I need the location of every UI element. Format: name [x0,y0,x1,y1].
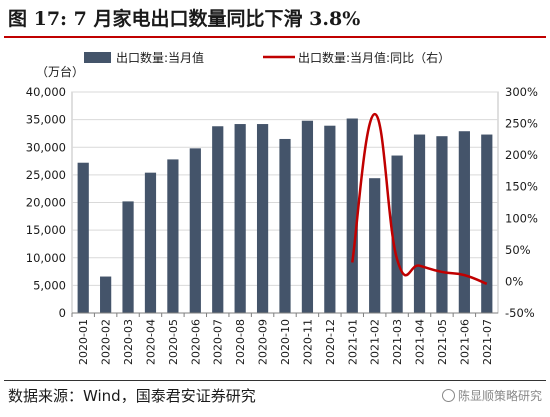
x-axis-tick-label: 2020-12 [324,319,337,365]
right-axis-tick-label: 150% [505,180,538,194]
line-series [351,112,488,285]
x-axis-ticks: 2020-01 2020-02 2020-03 2020-04 2020-05 2020-… [71,312,498,365]
right-axis-tick-label: 50% [505,243,531,257]
x-axis-tick-label: 2021-05 [436,319,449,365]
right-axis-tick-label: 0% [505,274,523,288]
bar [122,201,134,313]
bar [413,134,426,313]
left-axis-tick-label: 0 [59,306,66,320]
bar [212,126,224,313]
left-axis-tick-label: 40,000 [26,85,66,99]
right-axis-tick-label: 250% [505,117,538,131]
x-axis-tick-label: 2020-01 [77,319,90,365]
export-volume-chart: 0 5,000 10,000 15,000 20,000 25,000 30,000 35,0… [26,50,538,365]
legend-bar-label: 出口数量:当月值 [116,50,204,65]
legend: 出口数量:当月值 出口数量:当月值:同比（右） [84,50,450,65]
left-axis-ticks: 0 5,000 10,000 15,000 20,000 25,000 30,000 35,0… [26,85,66,320]
bar [391,155,403,313]
x-axis-tick-label: 2020-11 [301,319,314,365]
x-axis-tick-label: 2020-03 [122,319,135,365]
bar [301,120,314,313]
right-axis-tick-label: 300% [505,85,538,99]
x-axis-tick-label: 2020-10 [279,319,292,365]
x-axis-tick-label: 2021-06 [458,319,471,365]
left-axis-unit-label: （万台） [36,64,84,79]
left-axis-tick-label: 35,000 [26,113,66,127]
bar [234,124,246,313]
x-axis-tick-label: 2020-04 [144,319,157,365]
watermark: 陈显顺策略研究 [441,387,542,404]
left-axis-tick-label: 30,000 [26,140,66,154]
left-axis-tick-label: 5,000 [33,278,66,292]
bar [436,136,448,313]
right-axis-tick-label: 100% [505,211,538,225]
right-axis-tick-label: 200% [505,148,538,162]
left-axis-tick-label: 15,000 [26,223,66,237]
x-axis-tick-label: 2021-03 [391,319,404,365]
bar [144,172,157,313]
source-divider [4,380,546,381]
x-axis-tick-label: 2021-07 [481,319,494,365]
x-axis-tick-label: 2021-02 [369,319,382,365]
bar [167,159,179,313]
bar [481,134,493,313]
title-divider [4,36,546,38]
bar [256,124,269,313]
x-axis-tick-label: 2021-01 [346,319,359,365]
x-axis-tick-label: 2021-04 [414,319,427,365]
bar [189,148,201,313]
bar [346,118,358,314]
x-axis-tick-label: 2020-06 [189,319,202,365]
legend-bar-swatch [84,52,111,63]
bar [100,276,112,313]
left-axis-tick-label: 20,000 [26,196,66,210]
source-note: 数据来源：Wind，国泰君安证券研究 [8,387,256,405]
bar [279,138,291,313]
x-axis-tick-label: 2020-02 [100,319,113,365]
bar [324,125,336,313]
left-axis-tick-label: 10,000 [26,251,66,265]
bar [458,131,470,313]
figure-title: 图 17: 7 月家电出口数量同比下滑 3.8% [8,8,361,30]
bar-series [77,118,493,314]
right-axis-tick-label: -50% [505,306,535,320]
left-axis-tick-label: 25,000 [26,168,66,182]
watermark-text: 陈显顺策略研究 [457,389,542,403]
wechat-icon [441,389,455,402]
x-axis-tick-label: 2020-09 [257,319,270,365]
bar [369,178,381,313]
x-axis-tick-label: 2020-07 [212,319,225,365]
yoy-line [351,112,488,285]
right-axis-ticks: -50% 0% 50% 100% 150% 200% 250% 300% [505,85,538,320]
x-axis-tick-label: 2020-05 [167,319,180,365]
x-axis-tick-label: 2020-08 [234,319,247,365]
bar [77,162,89,313]
legend-line-label: 出口数量:当月值:同比（右） [298,50,450,65]
